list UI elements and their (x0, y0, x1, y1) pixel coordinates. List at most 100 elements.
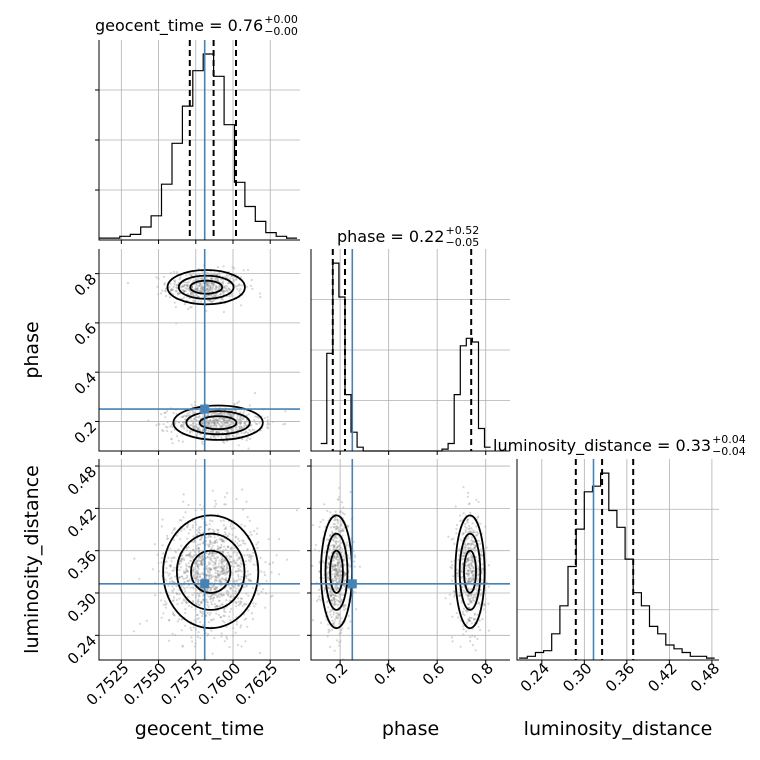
sample-point (205, 281, 208, 284)
sample-point (229, 414, 233, 417)
contour-level-2 (177, 274, 235, 300)
sample-point (188, 554, 191, 557)
sample-point (326, 538, 329, 541)
sample-point (473, 546, 476, 549)
sample-point (224, 435, 227, 438)
sample-point (472, 594, 475, 597)
sample-point (342, 593, 345, 597)
sample-point (463, 551, 467, 555)
sample-point (241, 604, 244, 608)
sample-point (216, 566, 219, 569)
sample-point (284, 410, 287, 413)
sample-point (175, 598, 178, 602)
sample-point (184, 624, 187, 627)
sample-point (330, 599, 333, 602)
sample-point (222, 422, 225, 425)
sample-point (168, 594, 171, 597)
sample-point (236, 570, 239, 573)
sample-point (200, 561, 203, 565)
sample-point (198, 432, 202, 436)
sample-point (162, 429, 165, 433)
sample-point (212, 575, 215, 578)
sample-point (322, 561, 325, 564)
sample-point (236, 416, 239, 419)
axes-frame-luminosity_distance-luminosity_distance (516, 459, 719, 661)
sample-point (166, 534, 169, 538)
sample-point (196, 289, 199, 292)
sample-point (196, 428, 199, 431)
sample-point (238, 422, 241, 425)
sample-point (467, 573, 470, 576)
sample-point (252, 551, 255, 554)
sample-point (184, 290, 187, 293)
sample-point (246, 625, 249, 628)
sample-point (472, 596, 475, 599)
sample-point (180, 554, 184, 557)
sample-point (337, 566, 340, 570)
sample-point (187, 280, 190, 283)
sample-point (215, 431, 218, 434)
sample-point (332, 544, 335, 547)
sample-point (223, 503, 226, 506)
sample-point (461, 562, 464, 565)
sample-point (340, 501, 344, 504)
sample-point (266, 419, 269, 422)
sample-point (225, 285, 228, 288)
sample-point (340, 593, 343, 596)
sample-point (234, 589, 237, 592)
sample-point (199, 556, 202, 560)
sample-point (478, 602, 481, 605)
sample-point (229, 525, 232, 528)
sample-point (247, 559, 250, 562)
sample-point (341, 529, 344, 533)
sample-point (205, 565, 209, 568)
sample-point (197, 563, 200, 566)
sample-point (182, 570, 186, 573)
panel-title-minus: −0.05 (445, 236, 479, 249)
sample-point (344, 604, 347, 607)
sample-point (335, 555, 338, 558)
sample-point (471, 596, 475, 600)
sample-point (212, 411, 215, 414)
sample-point (193, 425, 196, 428)
sample-point (275, 554, 278, 557)
sample-point (218, 580, 221, 583)
sample-point (247, 447, 250, 450)
sample-point (333, 564, 336, 567)
sample-point (224, 571, 227, 574)
sample-point (333, 600, 337, 603)
sample-point (470, 563, 473, 566)
sample-point (241, 427, 244, 430)
sample-point (171, 585, 174, 588)
sample-point (187, 554, 190, 557)
sample-point (226, 430, 229, 434)
sample-point (173, 614, 176, 617)
sample-point (218, 605, 222, 608)
sample-point (224, 421, 227, 424)
sample-point (216, 412, 219, 415)
sample-point (208, 589, 211, 592)
sample-point (271, 594, 274, 597)
sample-point (167, 574, 170, 577)
sample-point (242, 416, 245, 419)
sample-point (222, 567, 225, 570)
sample-point (254, 415, 257, 418)
sample-point (207, 563, 210, 566)
contour-level-3 (463, 549, 477, 594)
sample-point (160, 561, 163, 564)
sample-point (341, 534, 344, 538)
x-tick-label-geocent_time-4: 0.7625 (232, 659, 282, 709)
sample-point (199, 284, 202, 287)
sample-point (219, 425, 222, 428)
sample-point (250, 612, 254, 615)
sample-point (179, 557, 182, 560)
sample-point (455, 527, 458, 531)
sample-point (334, 618, 337, 621)
sample-point (211, 593, 214, 596)
sample-point (133, 630, 136, 633)
sample-point (333, 649, 336, 652)
sample-point (250, 533, 253, 536)
sample-point (467, 581, 470, 584)
sample-point (201, 286, 204, 289)
sample-point (219, 580, 222, 583)
